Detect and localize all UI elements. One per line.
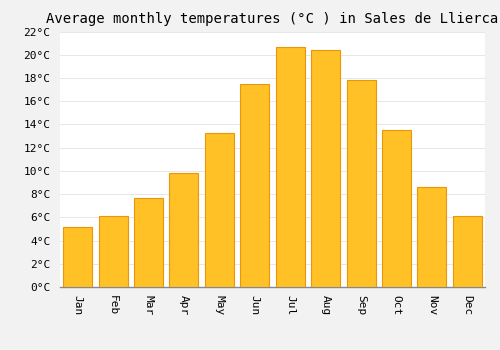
Bar [346, 80, 376, 287]
Bar [311, 50, 340, 287]
Bar [98, 216, 128, 287]
Bar [205, 133, 234, 287]
Bar [276, 47, 304, 287]
Bar [382, 130, 411, 287]
Bar [63, 226, 92, 287]
Title: Average monthly temperatures (°C ) in Sales de Llierca: Average monthly temperatures (°C ) in Sa… [46, 12, 498, 26]
Bar [134, 197, 163, 287]
Bar [418, 187, 446, 287]
Bar [240, 84, 270, 287]
Bar [170, 173, 198, 287]
Bar [453, 216, 482, 287]
